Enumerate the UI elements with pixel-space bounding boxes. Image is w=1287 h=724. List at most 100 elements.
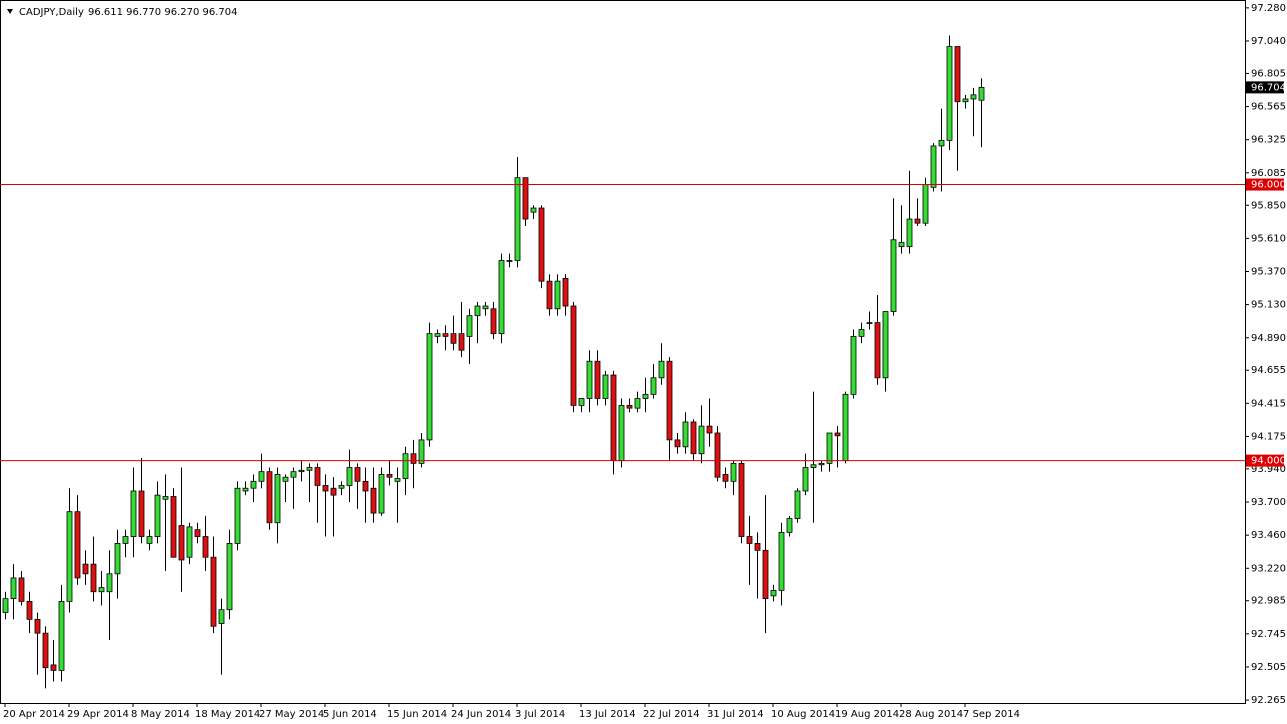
x-tick-label: 19 Aug 2014 — [835, 709, 899, 720]
candle-body — [650, 377, 657, 395]
candle-body — [554, 280, 561, 310]
candle-body — [178, 525, 185, 561]
y-tick-label: 97.040 — [1251, 36, 1286, 47]
candle-body — [234, 487, 241, 544]
candle-body — [970, 94, 977, 100]
candle-body — [514, 177, 521, 261]
x-tick-label: 18 May 2014 — [195, 709, 260, 720]
candle-body — [138, 490, 145, 537]
candle-body — [690, 421, 697, 455]
candle-body — [818, 462, 825, 466]
candle-body — [418, 439, 425, 464]
candle-body — [90, 563, 97, 593]
candle-body — [850, 335, 857, 395]
candle-body — [122, 536, 129, 544]
candle-body — [698, 425, 705, 455]
candle-body — [98, 587, 105, 593]
candle-body — [378, 474, 385, 514]
x-tick-label: 27 May 2014 — [259, 709, 324, 720]
candle-body — [810, 464, 817, 468]
candle-body — [634, 398, 641, 409]
candle-body — [282, 476, 289, 482]
y-tick-label: 96.085 — [1251, 168, 1286, 179]
plot-frame — [0, 0, 1246, 704]
candle-body — [794, 490, 801, 519]
candle-body — [434, 333, 441, 337]
candle-body — [746, 536, 753, 544]
x-tick-label: 24 Jun 2014 — [451, 709, 511, 720]
y-tick-label: 92.265 — [1251, 695, 1286, 706]
y-tick-label: 96.325 — [1251, 135, 1286, 146]
candle-body — [506, 260, 513, 262]
y-tick-label: 93.700 — [1251, 497, 1286, 508]
y-tick-label: 95.610 — [1251, 233, 1286, 244]
candle-body — [546, 280, 553, 310]
y-tick-label: 92.985 — [1251, 596, 1286, 607]
candle-body — [778, 531, 785, 591]
candle-body — [826, 432, 833, 464]
candle-body — [194, 529, 201, 537]
candle-body — [906, 218, 913, 248]
candle-body — [186, 526, 193, 558]
candle-body — [482, 305, 489, 310]
candle-body — [26, 601, 33, 620]
candle-body — [602, 374, 609, 399]
candle-body — [754, 543, 761, 551]
candle-body — [458, 333, 465, 351]
candle-body — [266, 471, 273, 524]
candle-body — [34, 618, 41, 634]
candle-body — [370, 487, 377, 514]
candle-body — [578, 398, 585, 406]
menu-arrow[interactable] — [7, 9, 13, 14]
candle-body — [202, 536, 209, 558]
candle-body — [834, 432, 841, 437]
candle-body — [474, 305, 481, 317]
candle-body — [738, 462, 745, 537]
x-tick-label: 3 Jul 2014 — [515, 709, 565, 720]
candle-body — [770, 589, 777, 597]
candle-body — [154, 494, 161, 537]
candle-body — [322, 485, 329, 492]
candle-body — [802, 467, 809, 492]
y-tick-label: 94.890 — [1251, 333, 1286, 344]
y-tick-label: 93.940 — [1251, 464, 1286, 475]
x-tick-label: 7 Sep 2014 — [963, 709, 1020, 720]
price-tag-label: 96.000 — [1251, 180, 1286, 191]
candle-body — [490, 308, 497, 335]
y-tick-label: 94.655 — [1251, 365, 1286, 376]
candle-body — [874, 322, 881, 379]
y-tick-label: 96.805 — [1251, 68, 1286, 79]
candle-body — [442, 333, 449, 337]
candle-body — [18, 577, 25, 602]
candle-body — [82, 563, 89, 575]
candle-body — [866, 322, 873, 324]
symbol-title: CADJPY,Daily — [19, 7, 84, 18]
x-tick-label: 29 Apr 2014 — [67, 709, 129, 720]
candle-body — [978, 86, 985, 101]
candle-body — [362, 480, 369, 492]
candle-body — [666, 360, 673, 441]
candle-body — [930, 145, 937, 188]
candle-body — [274, 474, 281, 524]
candle-body — [210, 556, 217, 627]
candle-body — [106, 573, 113, 593]
candle-body — [522, 177, 529, 220]
candle-body — [562, 278, 569, 307]
candle-body — [714, 432, 721, 478]
candle-body — [50, 664, 57, 671]
candle-body — [898, 242, 905, 248]
candle-body — [626, 405, 633, 409]
candle-body — [538, 207, 545, 282]
y-tick-label: 94.415 — [1251, 398, 1286, 409]
candle-body — [938, 139, 945, 147]
y-tick-label: 92.505 — [1251, 662, 1286, 673]
candle-body — [410, 453, 417, 464]
y-tick-label: 93.220 — [1251, 563, 1286, 574]
candle-body — [858, 329, 865, 337]
candle-body — [498, 260, 505, 335]
candle-body — [722, 474, 729, 482]
candle-body — [594, 360, 601, 399]
y-tick-label: 95.370 — [1251, 267, 1286, 278]
